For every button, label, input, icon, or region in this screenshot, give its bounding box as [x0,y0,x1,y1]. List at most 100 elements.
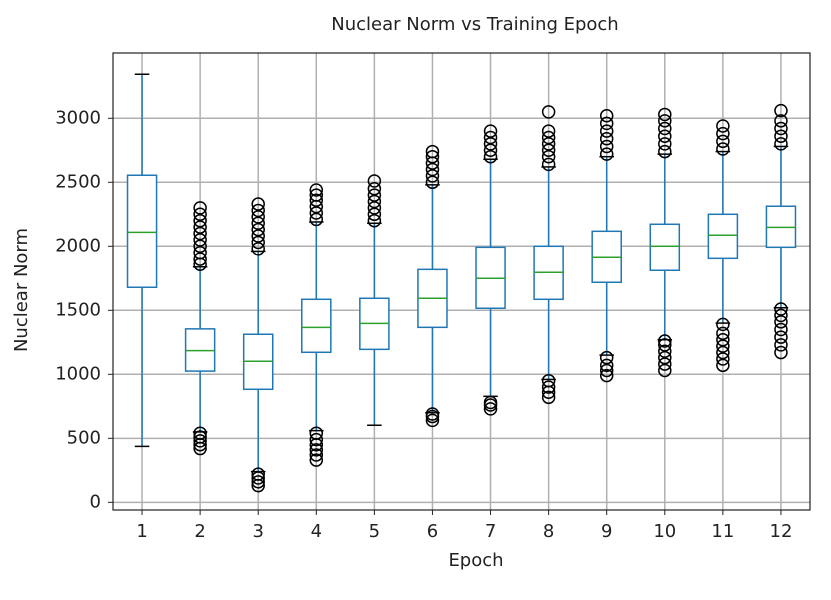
flier [774,121,788,136]
flier [483,130,498,145]
flier [309,432,324,447]
flier [251,197,265,211]
flier [658,334,672,348]
flier [716,339,730,353]
flier [774,322,788,337]
x-tick-label: 4 [311,521,322,542]
y-tick-label: 3000 [55,107,101,128]
flier [599,139,614,154]
flier [193,252,207,266]
x-tick-label: 2 [194,521,205,542]
flier [251,229,265,243]
x-axis-label: Epoch [448,550,503,571]
flier [309,426,324,440]
flier [658,129,672,143]
flier [599,147,614,161]
flier [658,363,672,378]
flier [309,206,324,220]
flier [367,181,382,196]
flier [483,143,498,158]
flier [658,121,672,136]
flier [541,124,556,138]
flier [774,308,788,323]
x-tick-label: 3 [252,521,263,542]
flier [483,124,498,138]
flier [193,245,207,260]
flier [251,203,265,218]
flier [251,467,265,481]
flier [716,126,730,141]
flier [599,363,614,378]
flier [541,390,556,405]
y-tick-label: 1000 [55,363,101,384]
flier [541,105,556,119]
flier [367,174,382,188]
flier [716,352,730,366]
flier [367,188,382,202]
flier [774,114,788,128]
flier [425,413,440,428]
flier [251,471,265,485]
flier [541,373,556,388]
flier [193,207,207,222]
flier [251,235,265,250]
flier [309,443,324,457]
flier [658,114,672,128]
flier [716,326,730,341]
flier [774,338,788,352]
flier [309,448,324,462]
flier [658,137,672,151]
x-tick-label: 11 [711,521,734,542]
flier [541,149,556,164]
flier [774,330,788,344]
flier [425,144,440,159]
flier [193,226,207,241]
flier [541,157,556,172]
x-tick-label: 5 [369,521,380,542]
flier [774,103,788,118]
flier [599,358,614,373]
flier [425,162,440,177]
x-tick-label: 10 [653,521,676,542]
flier [251,242,265,256]
flier [599,368,614,383]
flier [367,194,382,209]
flier [716,134,730,149]
flier [193,213,207,228]
x-tick-label: 6 [427,521,438,542]
flier [716,317,730,332]
x-tick-label: 7 [485,521,496,542]
box [707,213,739,260]
flier [716,119,730,133]
flier [541,143,556,158]
flier [716,332,730,347]
flier [658,338,672,352]
flier [716,358,730,373]
x-tick-label: 1 [136,521,147,542]
flier [483,137,498,151]
flier [599,116,614,131]
flier [251,222,265,237]
x-tick-label: 12 [770,521,793,542]
x-tick-label: 8 [543,521,554,542]
flier [367,201,382,215]
flier [774,129,788,143]
flier [716,142,730,156]
flier [193,239,207,254]
y-tick-label: 2000 [55,235,101,256]
flier [193,434,207,448]
y-tick-label: 0 [90,491,101,512]
flier [483,395,498,410]
flier [425,149,440,164]
flier [599,124,614,138]
x-tick-label: 9 [601,521,612,542]
flier [599,350,614,365]
flier [483,402,498,416]
flier [541,137,556,151]
flier [774,302,788,316]
flier [309,453,324,467]
flier [483,149,498,164]
flier [425,169,440,183]
y-tick-label: 1500 [55,299,101,320]
flier [251,475,265,489]
